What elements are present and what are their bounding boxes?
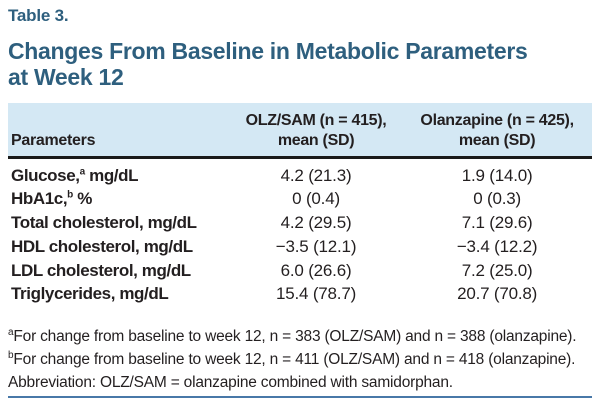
footnote-marker: b (67, 189, 73, 201)
column-header-olanzapine-line2: mean (SD) (458, 131, 536, 149)
footnote-b: bFor change from baseline to week 12, n … (8, 350, 576, 369)
value-cell-olanzapine: −3.4 (12.2) (456, 236, 538, 256)
value-cell-olzsam: 6.0 (26.6) (280, 260, 352, 280)
column-header-olanzapine: Olanzapine (n = 425), mean (SD) (402, 103, 592, 157)
footnote-marker: a (8, 327, 14, 339)
table-title-line2: at Week 12 (8, 64, 124, 90)
value-cell-olzsam: 4.2 (29.5) (280, 213, 352, 233)
param-cell: HbA1c,b % (11, 189, 92, 209)
param-cell: HDL cholesterol, mg/dL (11, 236, 193, 256)
value-cell-olzsam: 0 (0.4) (292, 189, 340, 209)
table-row-total-cholesterol: Total cholesterol, mg/dL 4.2 (29.5) 7.1 … (8, 211, 592, 235)
value-cell-olzsam: −3.5 (12.1) (275, 236, 357, 256)
table-footnotes: aFor change from baseline to week 12, n … (8, 325, 592, 394)
column-header-olzsam-line1: OLZ/SAM (n = 415), (245, 111, 387, 129)
value-cell-olzsam: 4.2 (21.3) (280, 165, 352, 185)
table-row-hba1c: HbA1c,b % 0 (0.4) 0 (0.3) (8, 187, 592, 211)
value-cell-olanzapine: 1.9 (14.0) (461, 165, 533, 185)
param-cell: LDL cholesterol, mg/dL (11, 260, 191, 280)
value-cell-olanzapine: 7.2 (25.0) (461, 260, 533, 280)
value-cell-olanzapine: 7.1 (29.6) (461, 213, 533, 233)
table-title: Changes From Baseline in Metabolic Param… (8, 38, 592, 90)
table-header-row: Parameters OLZ/SAM (n = 415), mean (SD) … (8, 103, 592, 157)
column-header-olanzapine-line1: Olanzapine (n = 425), (420, 111, 574, 129)
table-row-ldl-cholesterol: LDL cholesterol, mg/dL 6.0 (26.6) 7.2 (2… (8, 259, 592, 283)
table-figure: Table 3. Changes From Baseline in Metabo… (8, 6, 592, 399)
value-cell-olzsam: 15.4 (78.7) (276, 284, 357, 304)
table-title-line1: Changes From Baseline in Metabolic Param… (8, 38, 528, 64)
column-header-parameters: Parameters (11, 131, 96, 149)
param-cell: Total cholesterol, mg/dL (11, 213, 197, 233)
column-header-olzsam: OLZ/SAM (n = 415), mean (SD) (230, 103, 402, 157)
footnote-marker: b (8, 350, 14, 362)
param-cell: Triglycerides, mg/dL (11, 284, 169, 304)
value-cell-olanzapine: 20.7 (70.8) (457, 284, 538, 304)
bottom-divider (8, 396, 592, 399)
column-header-olzsam-line2: mean (SD) (277, 131, 355, 149)
table-number-label: Table 3. (8, 6, 69, 25)
value-cell-olanzapine: 0 (0.3) (473, 189, 521, 209)
footnote-a: aFor change from baseline to week 12, n … (8, 327, 577, 346)
metabolic-parameters-table: Parameters OLZ/SAM (n = 415), mean (SD) … (8, 103, 592, 306)
param-cell: Glucose,a mg/dL (11, 165, 139, 185)
table-row-glucose: Glucose,a mg/dL 4.2 (21.3) 1.9 (14.0) (8, 157, 592, 187)
table-row-hdl-cholesterol: HDL cholesterol, mg/dL −3.5 (12.1) −3.4 … (8, 235, 592, 259)
table-row-triglycerides: Triglycerides, mg/dL 15.4 (78.7) 20.7 (7… (8, 282, 592, 306)
footnote-abbreviation: Abbreviation: OLZ/SAM = olanzapine combi… (8, 374, 453, 392)
footnote-marker: a (79, 165, 86, 177)
